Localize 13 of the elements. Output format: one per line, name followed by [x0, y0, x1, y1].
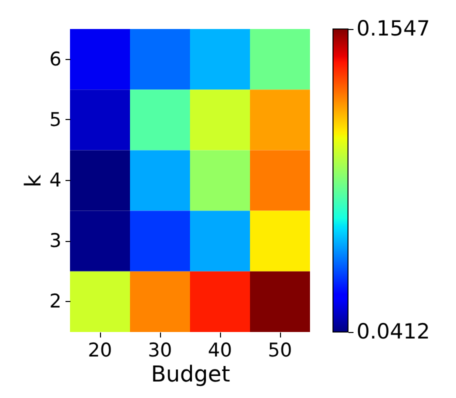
- x-axis-title: Budget: [150, 362, 230, 388]
- y-tick-label: 3: [49, 230, 62, 252]
- y-tick-label: 2: [49, 290, 62, 313]
- y-axis-title: k: [21, 174, 46, 188]
- y-tick-label: 6: [49, 48, 62, 70]
- x-tick-label: 40: [208, 340, 232, 362]
- x-tick-label: 50: [268, 340, 292, 362]
- y-tick-label: 5: [49, 108, 62, 131]
- color-bar-label: 0.0412: [356, 320, 430, 344]
- x-tick-label: 30: [148, 340, 172, 362]
- color-bar-label: 0.1547: [356, 16, 430, 40]
- y-tick-label: 4: [49, 170, 62, 192]
- x-tick-label: 20: [88, 340, 112, 362]
